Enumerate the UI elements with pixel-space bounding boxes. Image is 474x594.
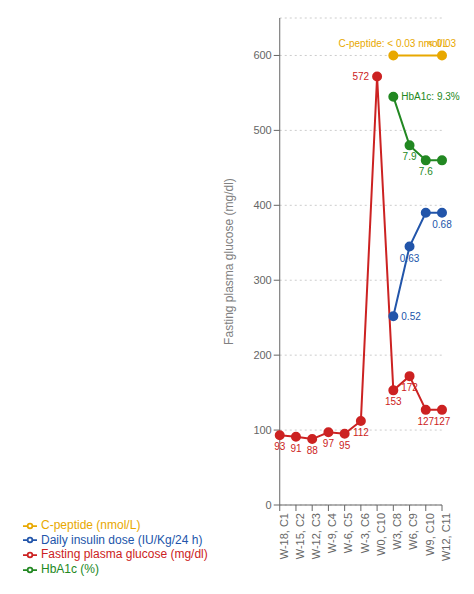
svg-text:200: 200 bbox=[253, 349, 271, 361]
svg-text:0.68: 0.68 bbox=[432, 219, 452, 230]
svg-text:W-9, C4: W-9, C4 bbox=[326, 513, 338, 553]
svg-text:88: 88 bbox=[307, 445, 319, 456]
svg-text:0.63: 0.63 bbox=[400, 253, 420, 264]
svg-text:7.9: 7.9 bbox=[403, 151, 417, 162]
svg-text:W0, C10: W0, C10 bbox=[375, 513, 387, 556]
svg-text:93: 93 bbox=[274, 441, 286, 452]
svg-text:W9, C10: W9, C10 bbox=[424, 513, 436, 556]
svg-text:91: 91 bbox=[290, 443, 302, 454]
svg-text:W-12, C3: W-12, C3 bbox=[310, 513, 322, 559]
svg-text:W6, C9: W6, C9 bbox=[407, 513, 419, 550]
svg-text:W12, C11: W12, C11 bbox=[440, 513, 452, 561]
svg-text:W-3, C6: W-3, C6 bbox=[359, 513, 371, 553]
svg-text:95: 95 bbox=[339, 440, 351, 451]
svg-text:127: 127 bbox=[417, 416, 434, 427]
svg-text:W3, C8: W3, C8 bbox=[391, 513, 403, 550]
svg-text:572: 572 bbox=[352, 71, 369, 82]
svg-text:W-18, C1: W-18, C1 bbox=[278, 513, 290, 559]
svg-text:0.52: 0.52 bbox=[401, 311, 421, 322]
svg-text:400: 400 bbox=[253, 199, 271, 211]
svg-text:W-6, C5: W-6, C5 bbox=[342, 513, 354, 553]
svg-text:97: 97 bbox=[323, 438, 335, 449]
html-text:Fasting plasma glucose (mg/dl): Fasting plasma glucose (mg/dl) bbox=[41, 547, 208, 562]
svg-text:300: 300 bbox=[253, 274, 271, 286]
html-text:C-peptide (nmol/L): C-peptide (nmol/L) bbox=[41, 517, 141, 532]
svg-text:112: 112 bbox=[353, 427, 369, 438]
svg-text:100: 100 bbox=[253, 424, 271, 436]
svg-text:500: 500 bbox=[253, 124, 271, 136]
html-text:HbA1c (%): HbA1c (%) bbox=[41, 562, 99, 577]
svg-text:0: 0 bbox=[266, 499, 272, 511]
svg-text:HbA1c: 9.3%: HbA1c: 9.3% bbox=[401, 91, 459, 102]
svg-text:172: 172 bbox=[401, 382, 418, 393]
svg-text:C-peptide: < 0.03 nmol/L: C-peptide: < 0.03 nmol/L bbox=[338, 38, 449, 50]
svg-text:< 0.03: < 0.03 bbox=[428, 38, 457, 49]
svg-text:Fasting plasma glucose (mg/dl): Fasting plasma glucose (mg/dl) bbox=[222, 178, 236, 345]
svg-text:153: 153 bbox=[385, 396, 402, 407]
html-text:Daily insulin dose (IU/Kg/24 h: Daily insulin dose (IU/Kg/24 h) bbox=[41, 532, 203, 547]
svg-text:7.6: 7.6 bbox=[419, 166, 433, 177]
svg-text:600: 600 bbox=[253, 49, 271, 61]
svg-text:W-15, C2: W-15, C2 bbox=[294, 513, 306, 559]
svg-text:127: 127 bbox=[434, 416, 451, 427]
